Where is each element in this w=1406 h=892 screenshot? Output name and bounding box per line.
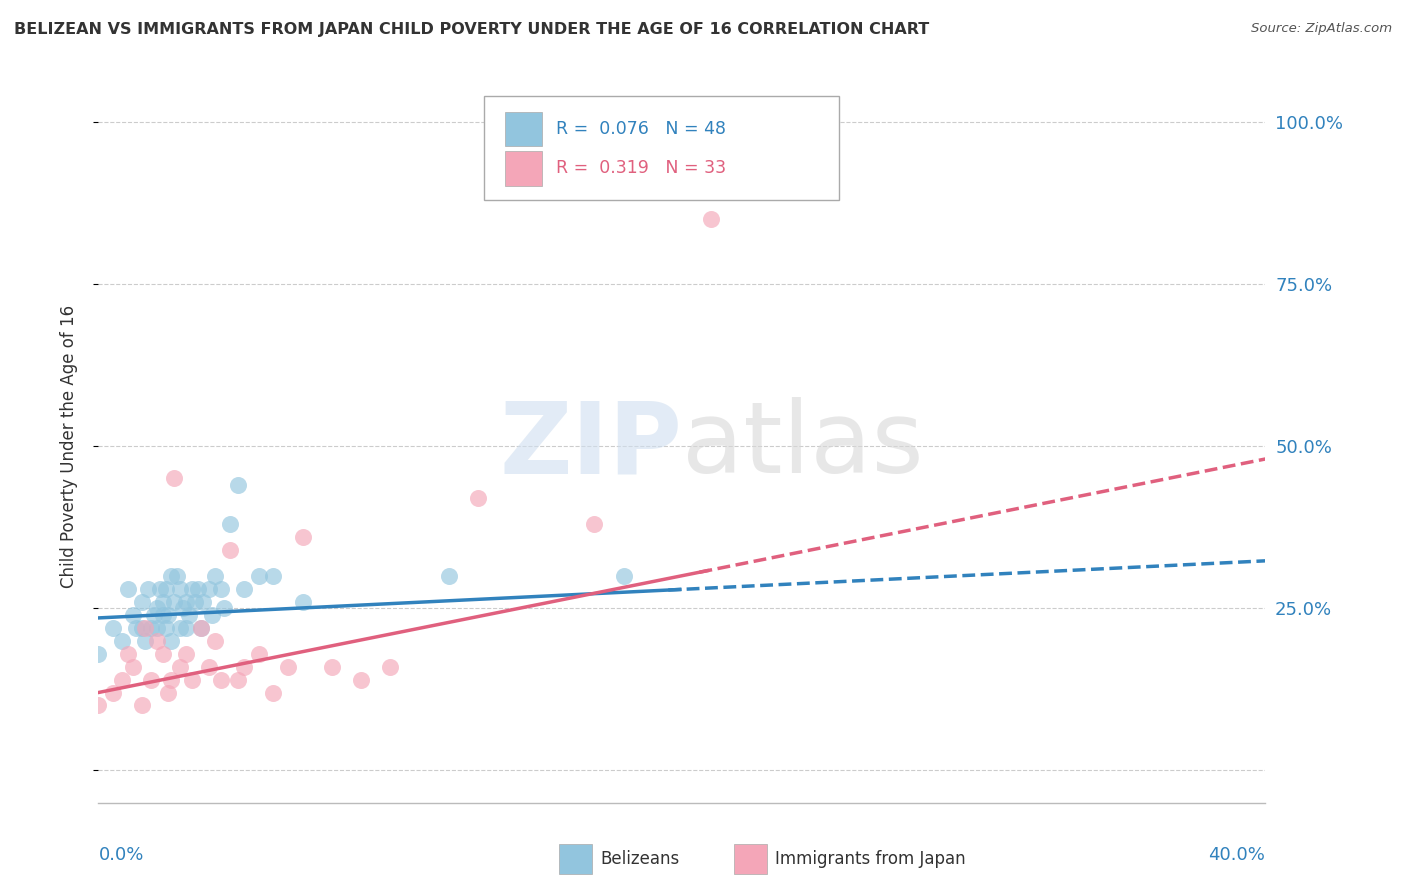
Point	[111, 633, 134, 648]
Point	[177, 607, 200, 622]
FancyBboxPatch shape	[560, 844, 592, 874]
Point	[233, 582, 256, 596]
Point	[169, 621, 191, 635]
Point	[163, 471, 186, 485]
Point	[277, 659, 299, 673]
Text: 40.0%: 40.0%	[1209, 846, 1265, 863]
Point	[169, 582, 191, 596]
Point	[146, 601, 169, 615]
Point	[247, 647, 270, 661]
FancyBboxPatch shape	[734, 844, 768, 874]
Point	[139, 673, 162, 687]
Point	[187, 582, 209, 596]
Text: 0.0%: 0.0%	[98, 846, 143, 863]
Point	[157, 685, 180, 699]
Point	[204, 568, 226, 582]
Point	[467, 491, 489, 505]
Point	[122, 659, 145, 673]
Point	[155, 582, 177, 596]
Text: Source: ZipAtlas.com: Source: ZipAtlas.com	[1251, 22, 1392, 36]
Point	[209, 673, 232, 687]
Point	[174, 595, 197, 609]
Text: R =  0.076   N = 48: R = 0.076 N = 48	[555, 120, 725, 138]
Point	[152, 647, 174, 661]
Point	[131, 698, 153, 713]
Point	[174, 621, 197, 635]
Point	[146, 621, 169, 635]
Text: ZIP: ZIP	[499, 398, 682, 494]
Point	[155, 621, 177, 635]
Point	[209, 582, 232, 596]
Point	[163, 595, 186, 609]
Point	[152, 607, 174, 622]
Point	[87, 698, 110, 713]
Point	[166, 568, 188, 582]
Point	[204, 633, 226, 648]
Point	[134, 621, 156, 635]
Point	[134, 633, 156, 648]
Point	[117, 582, 139, 596]
Point	[212, 601, 235, 615]
Point	[131, 595, 153, 609]
Point	[190, 621, 212, 635]
Point	[160, 633, 183, 648]
Point	[160, 568, 183, 582]
Point	[180, 673, 202, 687]
Point	[139, 621, 162, 635]
Point	[198, 659, 221, 673]
Point	[201, 607, 224, 622]
Point	[193, 595, 215, 609]
Point	[131, 621, 153, 635]
Point	[169, 659, 191, 673]
Point	[291, 595, 314, 609]
Point	[700, 211, 723, 226]
Point	[174, 647, 197, 661]
Point	[183, 595, 205, 609]
Point	[136, 582, 159, 596]
Text: R =  0.319   N = 33: R = 0.319 N = 33	[555, 160, 725, 178]
Point	[142, 607, 165, 622]
Point	[228, 673, 250, 687]
Point	[612, 568, 634, 582]
Point	[198, 582, 221, 596]
Point	[291, 530, 314, 544]
Text: atlas: atlas	[682, 398, 924, 494]
FancyBboxPatch shape	[505, 152, 541, 186]
Point	[218, 516, 240, 531]
Point	[218, 542, 240, 557]
Point	[437, 568, 460, 582]
Point	[583, 516, 606, 531]
Point	[180, 582, 202, 596]
Point	[378, 659, 402, 673]
Point	[262, 568, 284, 582]
Point	[172, 601, 194, 615]
Point	[125, 621, 148, 635]
Text: Immigrants from Japan: Immigrants from Japan	[775, 850, 966, 868]
Point	[152, 595, 174, 609]
Text: Belizeans: Belizeans	[600, 850, 679, 868]
Point	[87, 647, 110, 661]
Point	[350, 673, 373, 687]
Point	[111, 673, 134, 687]
FancyBboxPatch shape	[505, 112, 541, 146]
Point	[157, 607, 180, 622]
Point	[101, 685, 124, 699]
Point	[233, 659, 256, 673]
Point	[149, 582, 172, 596]
Y-axis label: Child Poverty Under the Age of 16: Child Poverty Under the Age of 16	[59, 304, 77, 588]
Point	[117, 647, 139, 661]
Point	[146, 633, 169, 648]
Point	[122, 607, 145, 622]
Point	[262, 685, 284, 699]
Point	[247, 568, 270, 582]
Point	[228, 478, 250, 492]
Point	[321, 659, 343, 673]
FancyBboxPatch shape	[484, 96, 839, 200]
Point	[190, 621, 212, 635]
Point	[101, 621, 124, 635]
Text: BELIZEAN VS IMMIGRANTS FROM JAPAN CHILD POVERTY UNDER THE AGE OF 16 CORRELATION : BELIZEAN VS IMMIGRANTS FROM JAPAN CHILD …	[14, 22, 929, 37]
Point	[160, 673, 183, 687]
